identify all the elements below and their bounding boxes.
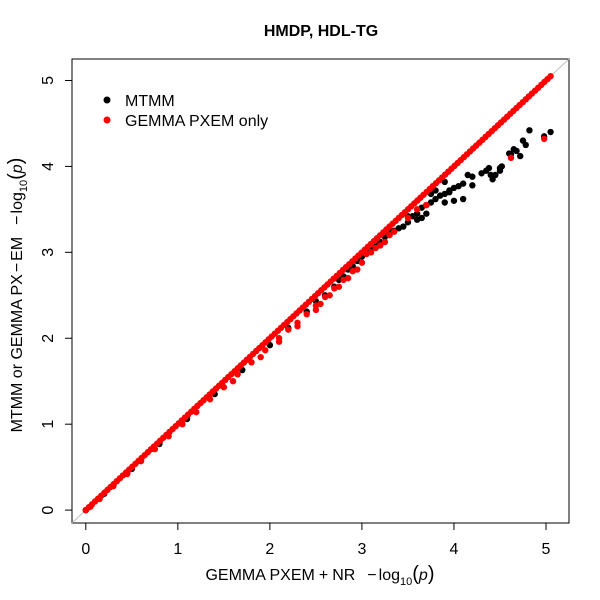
point-mtmm (469, 182, 476, 189)
point-gemma-pxem-only (285, 326, 292, 333)
point-mtmm (400, 223, 407, 230)
point-gemma-pxem-only (381, 238, 389, 246)
y-axis-label-prefix: MTMM or GEMMA PX (9, 274, 26, 433)
data-points-group (82, 72, 554, 514)
x-axis-label-lparen: ( (412, 563, 419, 585)
point-gemma-pxem-only (547, 72, 554, 80)
point-mtmm (432, 195, 439, 203)
x-axis-label-rparen: ) (428, 563, 435, 585)
legend-marker-mtmm (103, 96, 111, 104)
point-mtmm (450, 197, 458, 204)
legend-marker-gemma-pxem-only (103, 116, 111, 124)
point-gemma-pxem-only (540, 135, 548, 143)
point-mtmm (446, 188, 453, 196)
point-gemma-pxem-only (377, 242, 384, 249)
point-gemma-pxem-only (386, 231, 393, 239)
point-gemma-pxem-only (354, 266, 361, 273)
point-gemma-pxem-only (294, 323, 301, 330)
legend: MTMM GEMMA PXEM only (103, 93, 268, 130)
point-mtmm (547, 128, 554, 136)
point-gemma-pxem-only (344, 274, 352, 282)
x-tick-label: 5 (542, 541, 551, 558)
y-tick-label: 0 (40, 506, 57, 515)
point-gemma-pxem-only (507, 154, 515, 162)
point-mtmm (526, 127, 533, 134)
point-mtmm (513, 147, 520, 155)
point-gemma-pxem-only (404, 214, 412, 222)
y-axis-label-operator: − (9, 263, 26, 272)
legend-label-mtmm: MTMM (125, 93, 175, 110)
chart-title: HMDP, HDL-TG (264, 23, 378, 40)
point-gemma-pxem-only (335, 283, 343, 290)
x-tick-label: 2 (265, 541, 274, 558)
x-axis-label-prefix: GEMMA PXEM (205, 567, 314, 584)
y-axis-label-rparen: ) (5, 158, 27, 165)
point-mtmm (517, 152, 524, 160)
point-mtmm (487, 171, 494, 179)
x-axis: 0 1 2 3 4 5 (81, 522, 551, 558)
y-tick-label: 5 (40, 76, 57, 85)
y-tick-label: 2 (40, 334, 57, 343)
y-axis-label-lparen: ( (5, 173, 27, 180)
point-mtmm (441, 199, 448, 206)
x-axis-label-operator: + (319, 567, 328, 584)
point-mtmm (423, 210, 430, 217)
point-gemma-pxem-only (413, 206, 421, 213)
x-axis-label-mid: NR (332, 567, 355, 584)
x-tick-label: 1 (173, 541, 182, 558)
x-axis-label: GEMMA PXEM + NR − log10(p) (205, 563, 434, 588)
point-mtmm (492, 171, 499, 179)
x-axis-label-var: p (418, 567, 428, 584)
point-mtmm (459, 180, 467, 187)
y-tick-label: 3 (40, 248, 57, 257)
point-mtmm (485, 164, 493, 172)
point-mtmm (418, 214, 425, 222)
x-axis-label-minus: − (367, 567, 376, 584)
y-axis-label: MTMM or GEMMA PX − EM − log10(p) (5, 158, 30, 433)
point-gemma-pxem-only (275, 338, 283, 345)
point-gemma-pxem-only (358, 259, 366, 266)
point-gemma-pxem-only (303, 311, 310, 318)
point-mtmm (498, 163, 506, 170)
point-gemma-pxem-only (390, 228, 398, 235)
point-gemma-pxem-only (317, 300, 324, 308)
x-tick-label: 4 (450, 541, 459, 558)
y-axis-label-minus: − (9, 215, 26, 224)
x-axis-label-log: log (379, 567, 400, 584)
y-axis-label-var: p (9, 164, 26, 174)
point-gemma-pxem-only (229, 378, 237, 385)
y-axis-label-mid: EM (9, 237, 26, 261)
point-gemma-pxem-only (262, 347, 269, 354)
x-axis-label-sub: 10 (400, 576, 412, 588)
point-gemma-pxem-only (367, 249, 375, 256)
y-axis: 0 1 2 3 4 5 (40, 76, 73, 515)
y-axis-label-log: log (9, 192, 26, 213)
legend-label-gemma-pxem-only: GEMMA PXEM only (125, 113, 268, 130)
point-gemma-pxem-only (423, 201, 430, 209)
y-tick-label: 1 (40, 420, 57, 429)
point-mtmm (464, 171, 471, 179)
x-tick-label: 0 (81, 541, 90, 558)
point-mtmm (522, 141, 529, 149)
y-tick-label: 4 (40, 162, 57, 171)
point-gemma-pxem-only (326, 292, 333, 299)
x-tick-label: 3 (357, 541, 366, 558)
y-axis-label-sub: 10 (18, 180, 30, 192)
point-mtmm (459, 195, 467, 203)
point-gemma-pxem-only (312, 306, 320, 314)
point-gemma-pxem-only (257, 353, 264, 361)
